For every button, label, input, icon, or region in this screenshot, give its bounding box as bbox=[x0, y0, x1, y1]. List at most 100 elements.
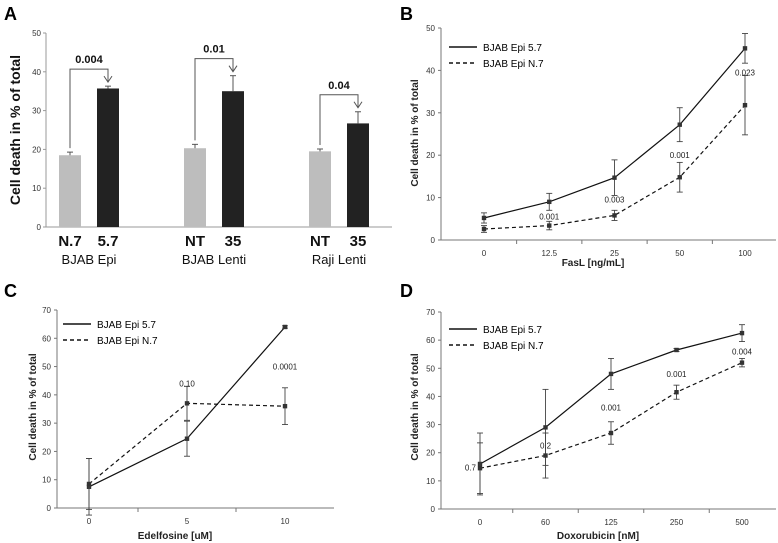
panel-c-legend-label: BJAB Epi N.7 bbox=[97, 336, 158, 347]
panel-d-p-value-annotation: 0.7 bbox=[465, 463, 477, 472]
panel-d-y-tick-label: 70 bbox=[426, 308, 435, 317]
panel-a-bar-chart: Cell death in % of total 0 10 20 30 40 50 N.7 5… bbox=[7, 29, 392, 267]
panel-label-b: B bbox=[400, 4, 413, 24]
panel-b-y-tick-label: 0 bbox=[431, 236, 436, 245]
panel-a-bar bbox=[97, 88, 119, 227]
panel-d-data-point bbox=[739, 360, 745, 365]
panel-d-y-tick-label: 20 bbox=[426, 449, 435, 458]
panel-c-data-point bbox=[184, 436, 190, 441]
panel-b-data-point bbox=[677, 175, 682, 180]
panel-b-data-point bbox=[677, 122, 682, 127]
panel-a-p-value: 0.01 bbox=[203, 44, 224, 56]
panel-a-bar bbox=[222, 91, 244, 227]
panel-c-y-tick-label: 0 bbox=[47, 504, 52, 513]
panel-c-y-tick-label: 70 bbox=[42, 306, 51, 315]
panel-a-y-tick-label: 20 bbox=[32, 145, 41, 154]
panel-b-data-point bbox=[612, 213, 617, 218]
panel-d-x-tick-label: 0 bbox=[478, 518, 483, 527]
panel-d-p-value-annotation: 0.001 bbox=[601, 404, 622, 413]
panel-c-x-tick-label: 10 bbox=[281, 517, 290, 526]
panel-a-y-tick-label: 30 bbox=[32, 107, 41, 116]
panel-c-y-tick-label: 20 bbox=[42, 447, 51, 456]
panel-c-p-value-annotation: 0.10 bbox=[179, 380, 195, 389]
panel-c-x-tick-label: 5 bbox=[185, 517, 190, 526]
panel-a-group-label: Raji Lenti bbox=[312, 252, 366, 267]
panel-b-y-tick-label: 40 bbox=[426, 66, 435, 75]
panel-c-legend-label: BJAB Epi 5.7 bbox=[97, 320, 156, 331]
panel-c-data-point bbox=[282, 324, 288, 330]
panel-a-y-tick-label: 40 bbox=[32, 68, 41, 77]
panel-a-bar-label: 5.7 bbox=[98, 233, 119, 250]
panel-c-line-chart: Cell death in % of total Edelfosine [uM]… bbox=[28, 306, 334, 542]
panel-b-x-tick-label: 100 bbox=[738, 249, 752, 258]
panel-b-p-value-annotation: 0.023 bbox=[735, 69, 756, 78]
panel-d-p-value-annotation: 0.004 bbox=[732, 347, 753, 356]
panel-b-data-point bbox=[742, 46, 748, 51]
panel-c-data-point bbox=[184, 401, 190, 406]
panel-a-bracket-arrow bbox=[353, 101, 363, 109]
panel-d-y-axis-label: Cell death in % of total bbox=[410, 353, 421, 460]
panel-b-x-tick-label: 12.5 bbox=[541, 249, 557, 258]
panel-label-c: C bbox=[4, 281, 17, 301]
panel-b-data-point bbox=[481, 226, 487, 232]
panel-a-bar bbox=[347, 123, 369, 227]
panel-b-p-value-annotation: 0.003 bbox=[604, 196, 625, 205]
panel-d-data-point bbox=[739, 330, 745, 336]
panel-b-x-tick-label: 0 bbox=[482, 249, 487, 258]
panel-d-data-point bbox=[543, 425, 548, 430]
panel-d-y-tick-label: 0 bbox=[431, 505, 436, 514]
panel-d-y-tick-label: 30 bbox=[426, 421, 435, 430]
panel-a-bracket-arrow bbox=[228, 65, 238, 73]
panel-a-bar-label: NT bbox=[310, 233, 330, 250]
panel-b-y-tick-label: 50 bbox=[426, 24, 435, 33]
panel-d-data-point bbox=[674, 347, 679, 353]
panel-b-y-tick-label: 10 bbox=[426, 194, 435, 203]
panel-a-bar bbox=[59, 155, 81, 227]
panel-b-x-tick-label: 50 bbox=[675, 249, 684, 258]
panel-a-significance-bracket bbox=[194, 58, 234, 141]
panel-a-bar-label: NT bbox=[185, 233, 205, 250]
panel-a-bar-label: 35 bbox=[225, 233, 242, 250]
panel-b-legend-label: BJAB Epi 5.7 bbox=[483, 43, 542, 54]
panel-d-data-point bbox=[608, 371, 614, 377]
panel-a-significance-bracket bbox=[319, 94, 359, 146]
panel-b-data-point bbox=[547, 223, 552, 228]
panel-d-x-tick-label: 60 bbox=[541, 518, 550, 527]
panel-c-x-axis-label: Edelfosine [uM] bbox=[138, 531, 212, 542]
panel-d-p-value-annotation: 0.2 bbox=[540, 442, 552, 451]
panel-a-group-label: BJAB Epi bbox=[62, 252, 117, 267]
panel-c-data-point bbox=[282, 403, 288, 409]
panel-b-y-tick-label: 30 bbox=[426, 109, 435, 118]
panel-d-x-tick-label: 125 bbox=[604, 518, 618, 527]
panel-b-series-n-7-line bbox=[483, 104, 746, 230]
panel-b-data-point bbox=[612, 175, 617, 180]
panel-d-data-point bbox=[543, 453, 548, 458]
panel-a-bar-label: N.7 bbox=[58, 233, 81, 250]
panel-d-legend-label: BJAB Epi 5.7 bbox=[483, 325, 542, 336]
panel-c-x-tick-label: 0 bbox=[87, 517, 92, 526]
panel-a-bar bbox=[184, 148, 206, 227]
panel-label-a: A bbox=[4, 4, 17, 24]
panel-d-legend-label: BJAB Epi N.7 bbox=[483, 341, 544, 352]
panel-b-y-axis-label: Cell death in % of total bbox=[410, 79, 421, 186]
panel-a-group-label: BJAB Lenti bbox=[182, 252, 246, 267]
panel-b-p-value-annotation: 0.001 bbox=[670, 151, 691, 160]
panel-d-data-point bbox=[674, 390, 679, 395]
panel-a-p-value: 0.004 bbox=[75, 54, 103, 66]
panel-c-y-tick-label: 50 bbox=[42, 363, 51, 372]
panel-d-line-chart: Cell death in % of total Doxorubicin [nM… bbox=[410, 308, 776, 542]
panel-label-d: D bbox=[400, 281, 413, 301]
panel-c-y-tick-label: 40 bbox=[42, 391, 51, 400]
panel-b-y-tick-label: 20 bbox=[426, 151, 435, 160]
panel-b-x-axis-label: FasL [ng/mL] bbox=[562, 258, 625, 269]
panel-c-y-tick-label: 30 bbox=[42, 419, 51, 428]
panel-d-data-point bbox=[608, 430, 614, 436]
panel-b-data-point bbox=[547, 199, 552, 205]
panel-c-y-tick-label: 10 bbox=[42, 476, 51, 485]
panel-d-p-value-annotation: 0.001 bbox=[666, 370, 687, 379]
panel-c-p-value-annotation: 0.0001 bbox=[273, 363, 298, 372]
panel-d-y-tick-label: 10 bbox=[426, 477, 435, 486]
panel-d-y-tick-label: 50 bbox=[426, 364, 435, 373]
panel-b-line-chart: Cell death in % of total FasL [ng/mL] 0 1… bbox=[410, 24, 776, 269]
